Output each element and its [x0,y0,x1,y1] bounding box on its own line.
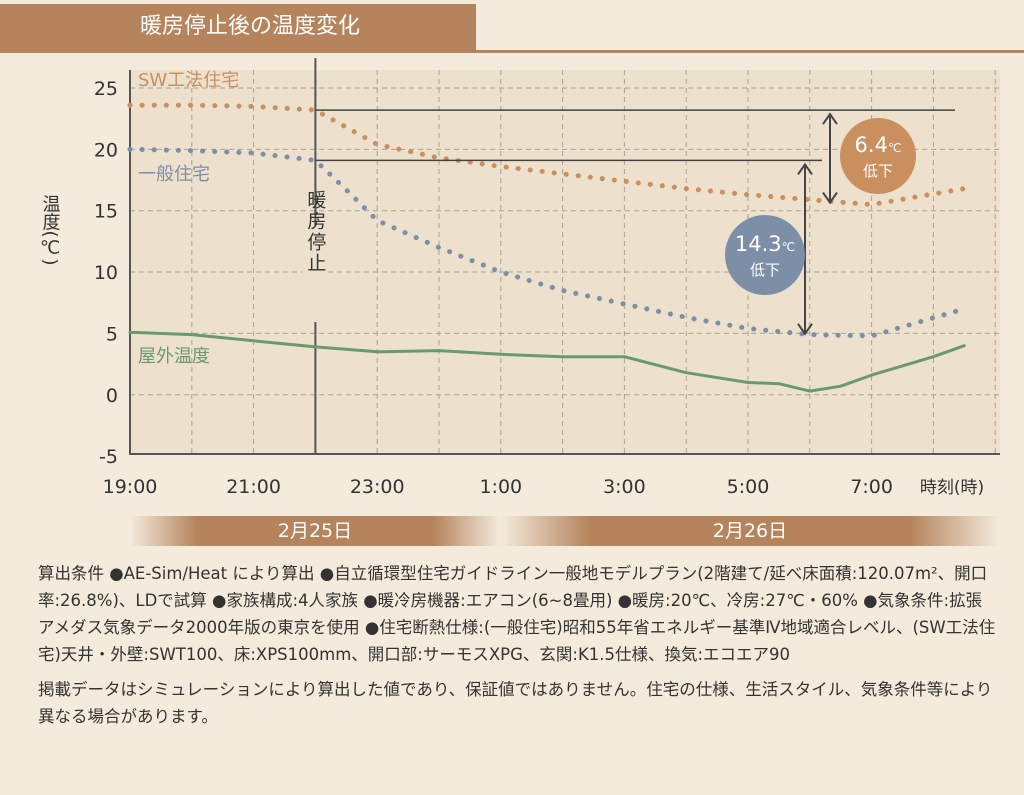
y-tick-label: -5 [99,446,118,468]
temperature-chart: 6.4℃ 低下 14.3℃ 低下 25 20 15 10 5 0 -5 19:00 21:00 23:0… [40,58,1000,498]
date-band-feb26: 2月26日 [500,516,1000,546]
series-line-0 [127,102,967,208]
heating-stop-label-bg [302,226,329,322]
chart-title: 暖房停止後の温度変化 [0,4,476,50]
series-layer [127,102,967,393]
grid [130,70,1000,454]
x-tick-label: 3:00 [603,476,646,498]
series-label-0: SW工法住宅 [138,70,239,91]
x-tick-label: 21:00 [226,476,281,498]
drop-arrow-head-down [797,323,813,336]
series-line-2 [128,330,966,393]
series-label-2: 屋外温度 [138,346,210,367]
drop-text: 低下 [750,261,780,279]
drop-value: 6.4℃ [855,133,902,157]
x-tick-label: 23:00 [350,476,405,498]
y-axis-label: 温度(℃) [40,194,61,265]
drop-arrow-head-up [797,162,813,175]
heating-stop-label: 暖房停止 [304,190,326,274]
calc-conditions: 算出条件 ●AE-Sim/Heat により算出 ●自立循環型住宅ガイドライン一般… [38,564,996,664]
y-tick-label: 25 [94,78,118,100]
y-tick-label: 5 [106,323,118,345]
drop-bubble [725,215,805,295]
y-tick-label: 15 [94,201,118,223]
drop-arrow-head-up [822,112,838,125]
drop-text: 低下 [863,162,893,180]
title-underline [0,50,1024,53]
x-tick-label: 19:00 [103,476,158,498]
x-tick-label: 7:00 [850,476,893,498]
drop-value: 14.3℃ [735,232,795,256]
y-tick-label: 20 [94,139,118,161]
x-tick-label: 1:00 [479,476,522,498]
x-tick-label: 5:00 [727,476,770,498]
disclaimer: 掲載データはシミュレーションにより算出した値であり、保証値ではありません。住宅の… [38,680,993,726]
y-tick-label: 0 [106,385,118,407]
drop-bubble [840,118,916,194]
y-tick-label: 10 [94,262,118,284]
notes: 算出条件 ●AE-Sim/Heat により算出 ●自立循環型住宅ガイドライン一般… [38,560,998,738]
date-band-feb25: 2月25日 [130,516,500,546]
labels-layer: 25 20 15 10 5 0 -5 19:00 21:00 23:00 1:00 3:00 5:00 7… [40,70,985,498]
drop-arrow-head-down [822,191,838,205]
series-line-1 [127,146,967,339]
series-label-1: 一般住宅 [138,164,210,185]
x-axis-label: 時刻(時) [920,478,984,498]
annotation-layer: 6.4℃ 低下 14.3℃ 低下 [315,109,955,336]
